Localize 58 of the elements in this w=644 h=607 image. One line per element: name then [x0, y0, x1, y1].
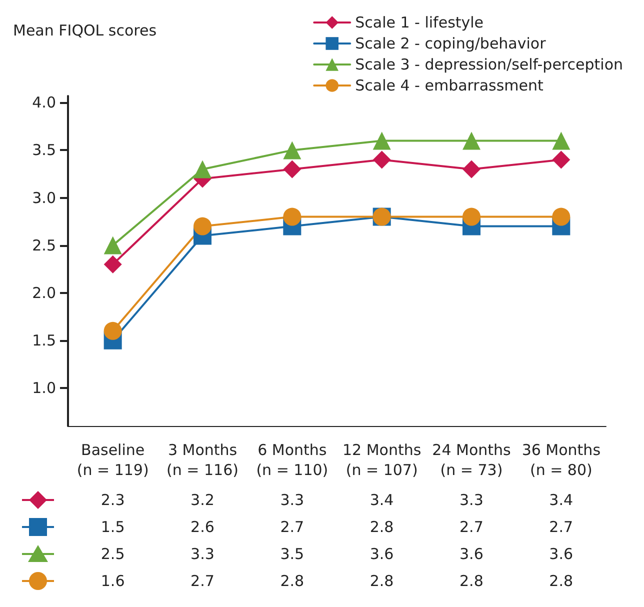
- y-tick-label: 2.0: [32, 284, 56, 302]
- data-label: 1.6: [100, 572, 126, 590]
- data-label: 3.3: [279, 490, 306, 508]
- data-label: 2.8: [458, 572, 484, 590]
- data-label: 2.8: [368, 518, 395, 536]
- point: [552, 208, 570, 226]
- legend-label: Scale 4 - embarrassment: [355, 76, 544, 94]
- point: [552, 132, 570, 150]
- point: [372, 132, 391, 150]
- point: [194, 160, 212, 178]
- legend-label: Scale 2 - coping/behavior: [355, 34, 547, 52]
- point: [462, 160, 480, 178]
- point: [283, 160, 302, 178]
- x-tick-label: 6 Months (n = 110): [256, 441, 328, 479]
- y-tick-label: 1.0: [32, 378, 56, 397]
- data-label: 2.3: [100, 490, 126, 508]
- data-label: 3.3: [458, 490, 484, 508]
- point: [462, 208, 480, 226]
- point: [283, 208, 302, 226]
- data-label: 3.2: [190, 490, 216, 508]
- point: [372, 150, 391, 169]
- x-tick-label: 24 Months (n = 73): [432, 441, 512, 479]
- point: [104, 255, 122, 274]
- data-label: 3.5: [279, 544, 306, 562]
- x-tick-label: 36 Months (n = 80): [522, 441, 601, 479]
- point: [283, 141, 302, 160]
- y-tick-label: 3.0: [32, 188, 56, 207]
- point: [104, 236, 122, 254]
- y-tick-label: 2.5: [32, 236, 56, 254]
- point: [462, 132, 480, 150]
- data-label: 2.7: [458, 518, 484, 536]
- x-tick-label: 3 Months (n = 116): [166, 441, 238, 479]
- data-label: 2.7: [190, 572, 216, 590]
- data-label: 2.5: [100, 544, 126, 562]
- legend-label: Scale 1 - lifestyle: [355, 14, 484, 32]
- data-label: 3.4: [548, 490, 574, 508]
- data-label: 3.4: [368, 490, 395, 508]
- data-label: 2.7: [279, 518, 306, 536]
- y-tick-label: 4.0: [32, 94, 56, 112]
- point: [104, 322, 122, 340]
- legend-label: Scale 3 - depression/self-perception: [355, 56, 623, 74]
- y-tick-label: 3.5: [32, 141, 56, 160]
- data-label: 1.5: [100, 518, 126, 536]
- data-label: 2.7: [548, 518, 574, 536]
- point: [552, 150, 570, 169]
- point: [194, 217, 212, 236]
- data-label: 3.6: [368, 544, 395, 562]
- data-label: 2.8: [368, 572, 395, 590]
- data-label: 3.3: [190, 544, 216, 562]
- data-label: 2.8: [279, 572, 306, 590]
- y-axis-title: Mean FIQOL scores: [13, 22, 157, 40]
- data-label: 2.8: [548, 572, 574, 590]
- data-label: 2.6: [190, 518, 216, 536]
- x-tick-label: 12 Months (n = 107): [342, 441, 422, 479]
- data-label: 3.6: [548, 544, 574, 562]
- data-label: 3.6: [458, 544, 484, 562]
- y-tick-label: 1.5: [32, 331, 56, 350]
- x-tick-label: Baseline (n = 119): [76, 441, 149, 479]
